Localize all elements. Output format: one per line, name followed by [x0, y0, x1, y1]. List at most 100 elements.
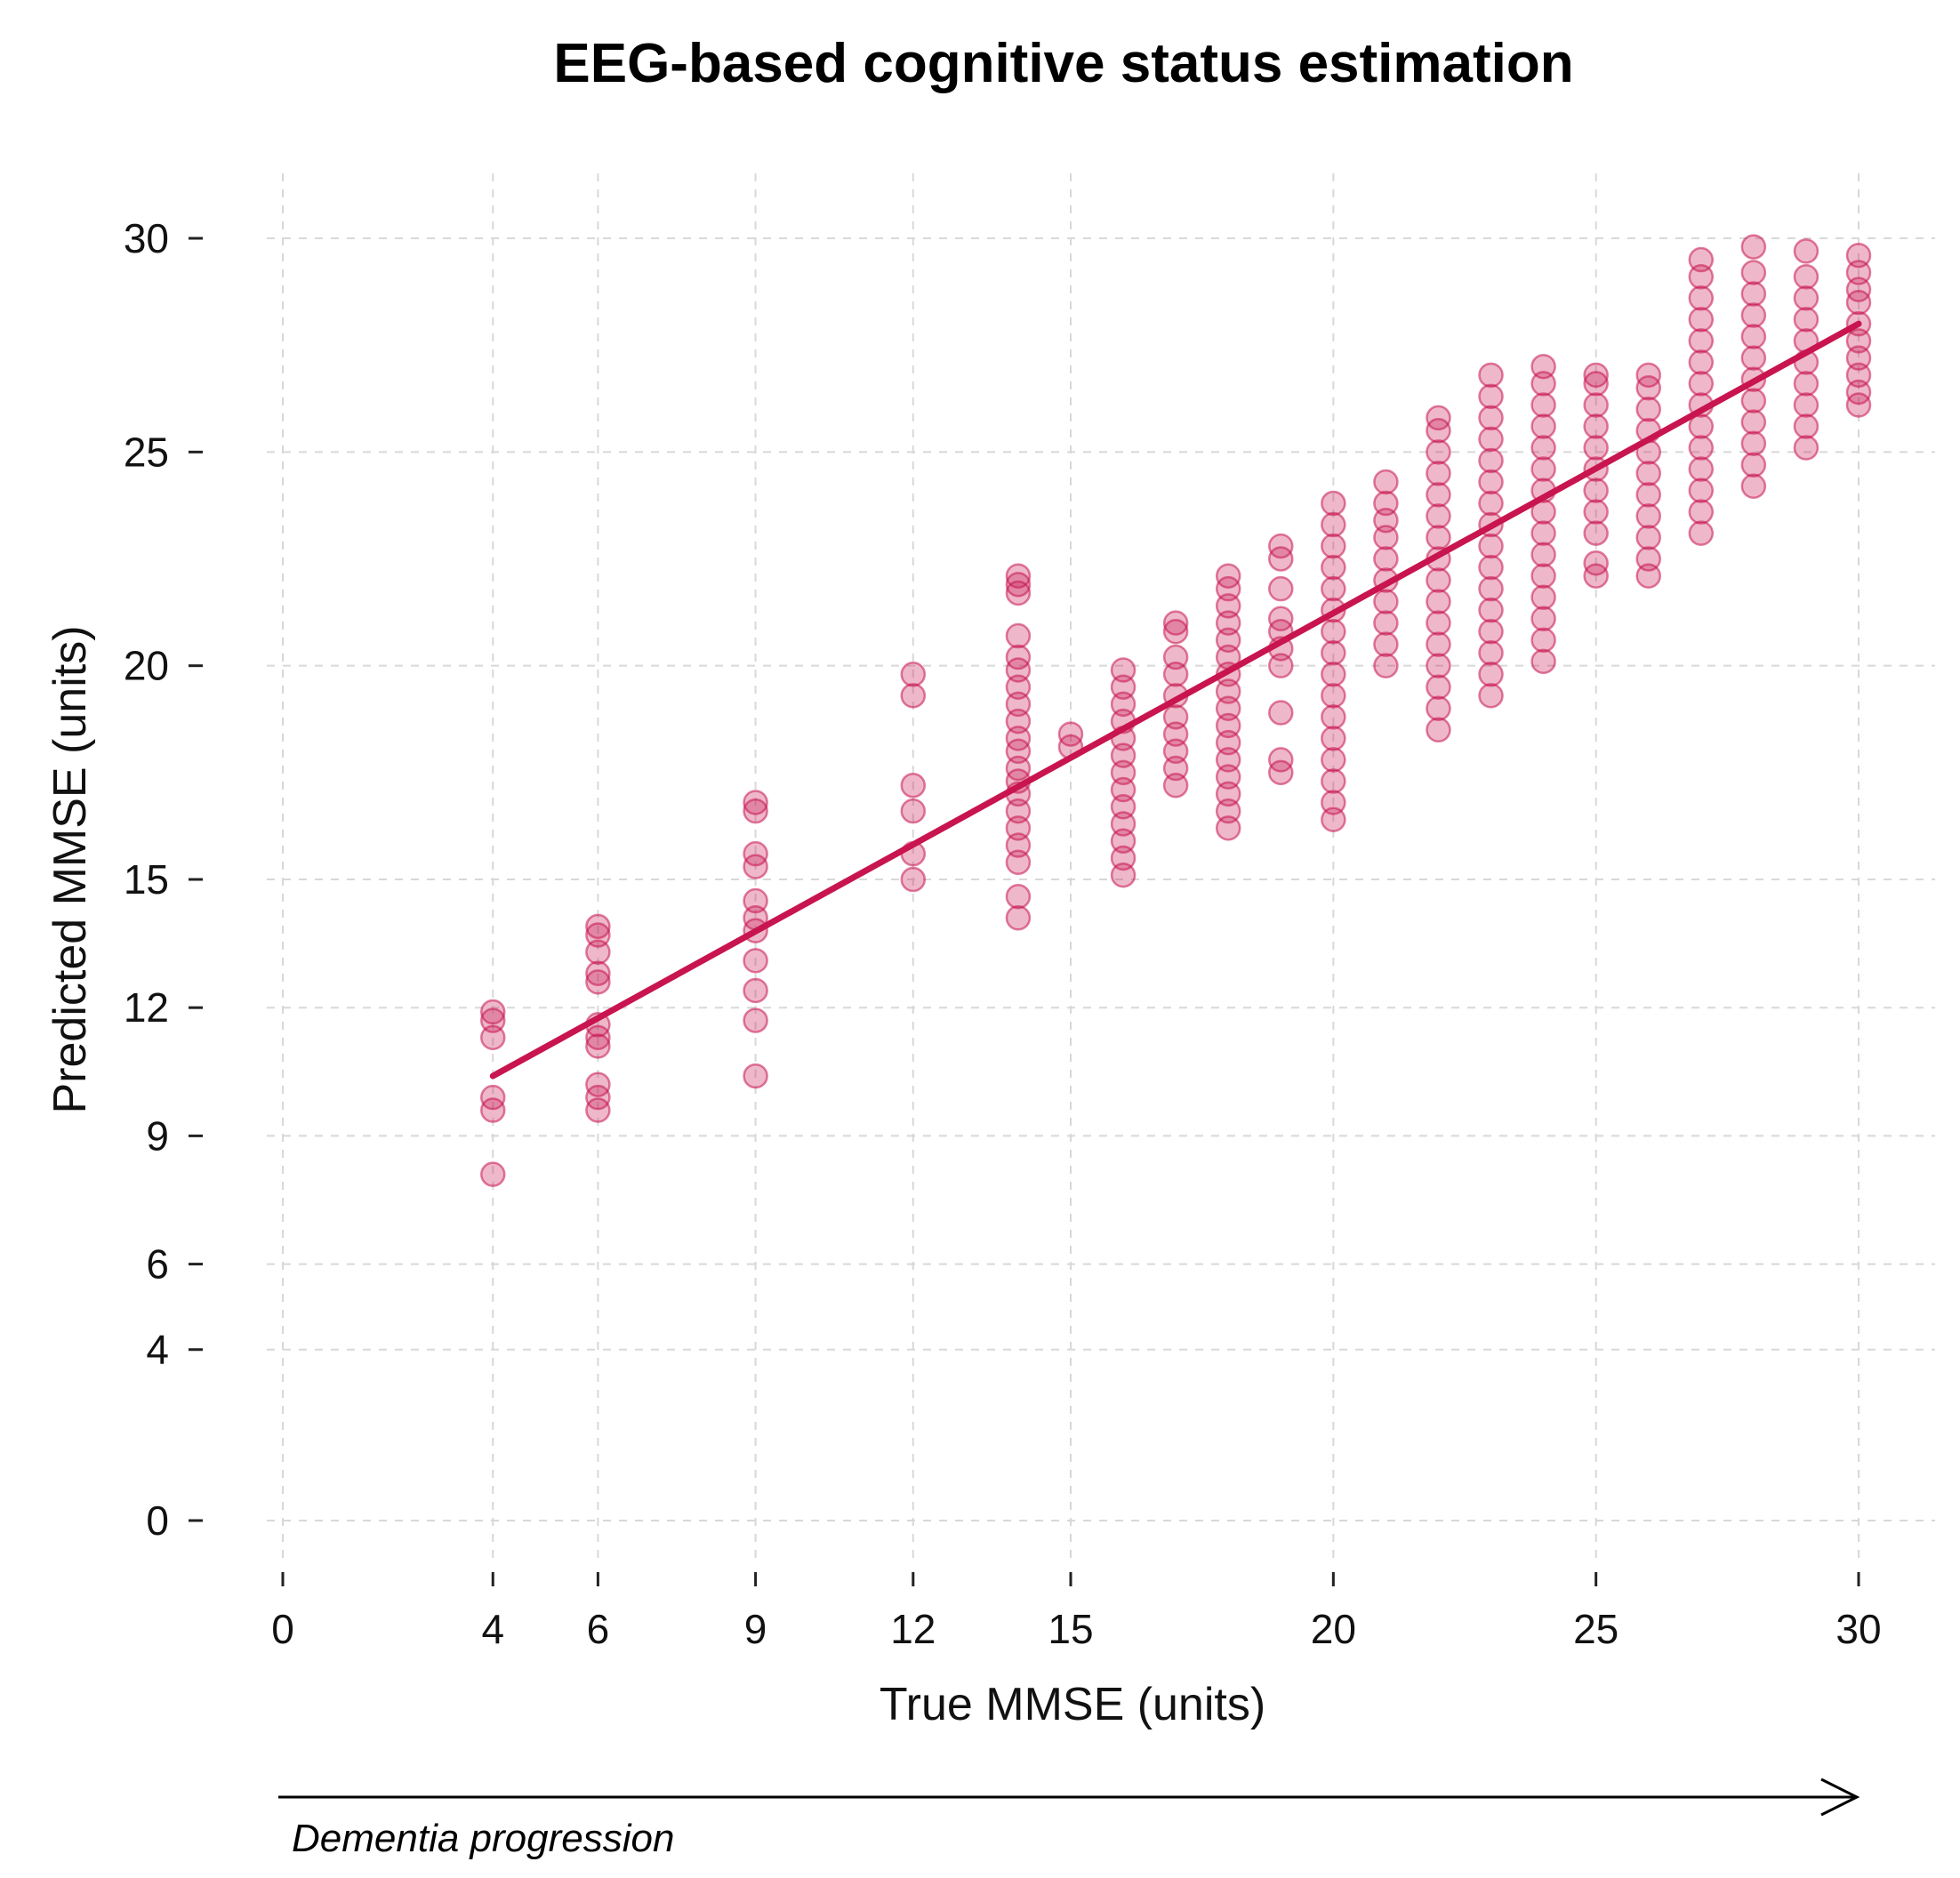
- fit-line-group: [489, 320, 1862, 1079]
- y-tick-label: 25: [124, 429, 169, 475]
- data-point: [1530, 648, 1556, 675]
- data-point: [1005, 644, 1032, 670]
- y-tick-label: 4: [146, 1327, 169, 1373]
- data-point: [1635, 362, 1661, 389]
- data-point: [900, 866, 927, 893]
- data-point: [1110, 776, 1137, 803]
- data-point: [1005, 657, 1032, 683]
- data-point: [743, 887, 768, 914]
- data-point: [1110, 811, 1137, 837]
- data-point: [743, 1063, 768, 1089]
- data-point: [480, 999, 506, 1025]
- data-point: [1793, 264, 1819, 290]
- data-point: [1845, 362, 1872, 389]
- data-point: [1005, 726, 1032, 751]
- data-point: [1005, 798, 1032, 824]
- data-point: [1478, 575, 1504, 602]
- x-tick-label: 20: [1311, 1606, 1356, 1652]
- data-point: [1215, 747, 1241, 773]
- data-point: [1740, 388, 1767, 413]
- data-point: [1321, 683, 1346, 709]
- data-point: [1530, 435, 1556, 461]
- dementia-progression-label: Dementia progression: [292, 1817, 674, 1860]
- data-point: [1688, 456, 1715, 482]
- data-point: [1268, 575, 1294, 602]
- data-point: [1740, 234, 1767, 260]
- data-point: [1478, 447, 1504, 474]
- data-point: [1635, 397, 1661, 422]
- data-point: [1426, 610, 1451, 636]
- regression-line: [489, 320, 1862, 1079]
- data-point: [743, 948, 768, 974]
- data-point: [1321, 533, 1346, 559]
- data-point: [1740, 452, 1767, 478]
- data-point: [1635, 503, 1661, 529]
- data-point: [1530, 606, 1556, 632]
- data-point: [1215, 764, 1241, 790]
- data-point: [1688, 520, 1715, 546]
- data-point: [1373, 589, 1399, 614]
- data-point: [1373, 653, 1399, 678]
- data-point: [1110, 657, 1137, 683]
- x-tick-label: 30: [1835, 1606, 1881, 1652]
- x-tick-label: 15: [1048, 1606, 1093, 1652]
- data-point: [1162, 755, 1189, 782]
- data-point: [1268, 653, 1294, 678]
- data-point: [1215, 593, 1241, 619]
- data-point: [1478, 662, 1504, 687]
- data-point: [1268, 747, 1294, 773]
- data-point: [1268, 700, 1294, 726]
- data-point: [1426, 717, 1451, 743]
- data-point: [1530, 392, 1556, 418]
- data-point: [1110, 828, 1137, 854]
- data-point: [1478, 618, 1504, 645]
- data-point: [1426, 631, 1451, 657]
- data-point: [1373, 546, 1399, 572]
- data-point: [1110, 862, 1137, 888]
- data-point: [1373, 469, 1399, 495]
- data-point: [585, 939, 611, 965]
- data-point: [1005, 691, 1032, 718]
- data-point: [1478, 597, 1504, 623]
- data-point: [1845, 260, 1872, 285]
- data-point: [1478, 362, 1504, 389]
- data-point: [1426, 567, 1451, 593]
- data-point: [1162, 618, 1189, 645]
- data-point: [1321, 662, 1346, 687]
- data-point: [1005, 832, 1032, 858]
- data-point: [585, 922, 611, 948]
- x-tick-label: 4: [481, 1606, 504, 1652]
- y-tick-label: 20: [124, 643, 169, 689]
- data-point: [1583, 362, 1609, 389]
- data-point: [1321, 511, 1346, 538]
- data-point: [1740, 473, 1767, 500]
- data-point: [1688, 328, 1715, 354]
- y-tick-label: 12: [124, 984, 169, 1031]
- data-point: [1215, 712, 1241, 739]
- data-point: [1583, 520, 1609, 546]
- data-point: [743, 1007, 768, 1033]
- data-point: [1005, 580, 1032, 606]
- x-tick-label: 9: [744, 1606, 767, 1652]
- data-point: [1321, 790, 1346, 815]
- data-point: [1530, 627, 1556, 654]
- data-point: [900, 683, 927, 709]
- data-point: [1426, 461, 1451, 486]
- x-axis-label: True MMSE (units): [880, 1679, 1265, 1730]
- data-point: [1478, 405, 1504, 431]
- data-point: [1162, 644, 1189, 670]
- data-point: [1426, 674, 1451, 700]
- data-point: [1530, 520, 1556, 546]
- data-point: [1321, 768, 1346, 794]
- y-axis-label: Predicted MMSE (units): [44, 625, 96, 1113]
- data-point: [743, 798, 768, 824]
- data-point: [1268, 533, 1294, 559]
- data-point: [480, 1007, 506, 1033]
- data-point: [1530, 456, 1556, 482]
- data-point: [1215, 781, 1241, 807]
- data-point: [1583, 478, 1609, 503]
- data-point: [1478, 639, 1504, 666]
- data-point: [1215, 729, 1241, 756]
- data-point: [1215, 627, 1241, 654]
